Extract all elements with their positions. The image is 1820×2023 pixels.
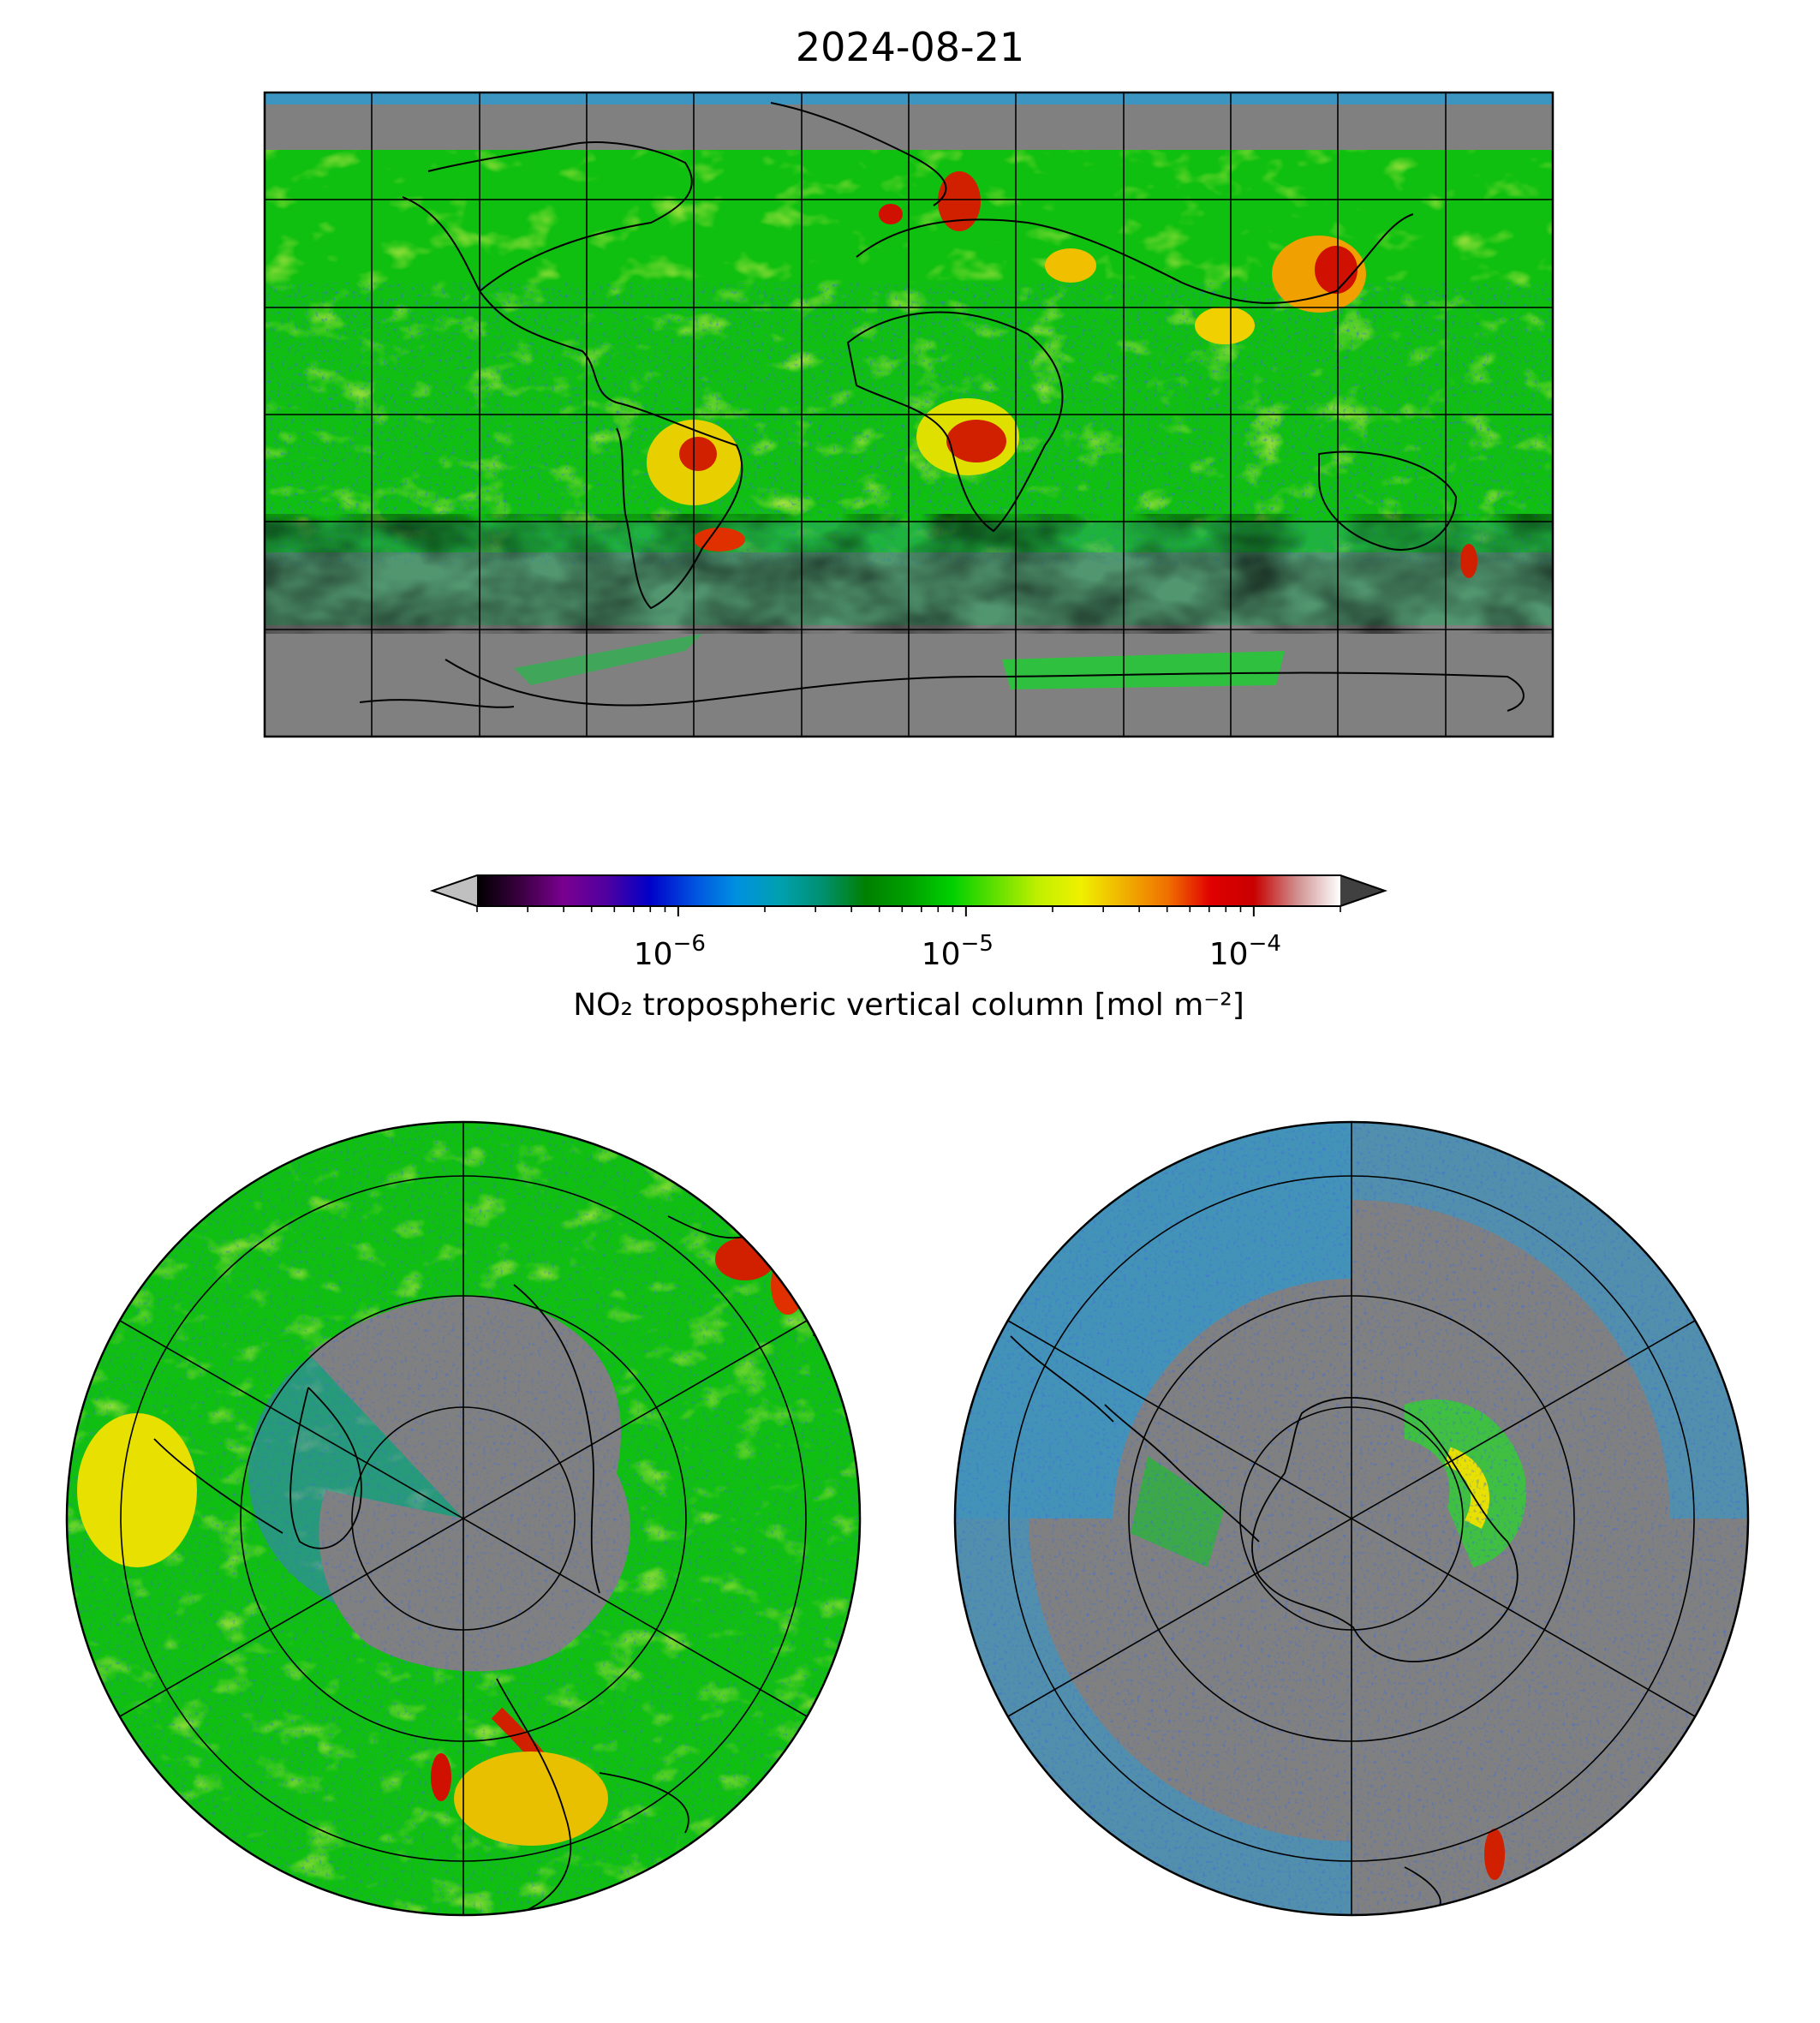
colorbar: 10−6 10−5 10−4 NO₂ tropospheric vertical c… <box>429 874 1388 1023</box>
colorbar-label: NO₂ tropospheric vertical column [mol m⁻… <box>573 988 1244 1023</box>
global-map-frame <box>263 91 1554 738</box>
global-map-panel <box>265 92 1553 737</box>
global-antarctic-swath <box>1002 651 1285 689</box>
north-polar-map-panel <box>67 1122 860 1915</box>
figure-title: 2024-08-21 <box>795 24 1025 70</box>
north-polar-frame <box>65 1120 862 1917</box>
colorbar-tick-label: 10−6 <box>634 931 706 972</box>
south-hotspot <box>1484 1829 1505 1880</box>
colorbar-tick-label: 10−5 <box>922 931 994 972</box>
south-graticule <box>1007 1122 1696 1915</box>
south-polar-map-panel <box>955 1122 1748 1915</box>
north-graticule <box>119 1122 808 1915</box>
colorbar-bar <box>477 875 1340 906</box>
colorbar-over-extension <box>1340 875 1385 906</box>
global-drake-swath <box>514 634 702 685</box>
colorbar-ticks: 10−6 10−5 10−4 <box>476 906 1341 972</box>
colorbar-tick-label: 10−4 <box>1209 931 1281 972</box>
south-polar-frame <box>953 1120 1750 1917</box>
global-graticule <box>265 92 1553 737</box>
north-hotspots <box>77 1238 805 1846</box>
colorbar-under-extension <box>433 875 477 906</box>
